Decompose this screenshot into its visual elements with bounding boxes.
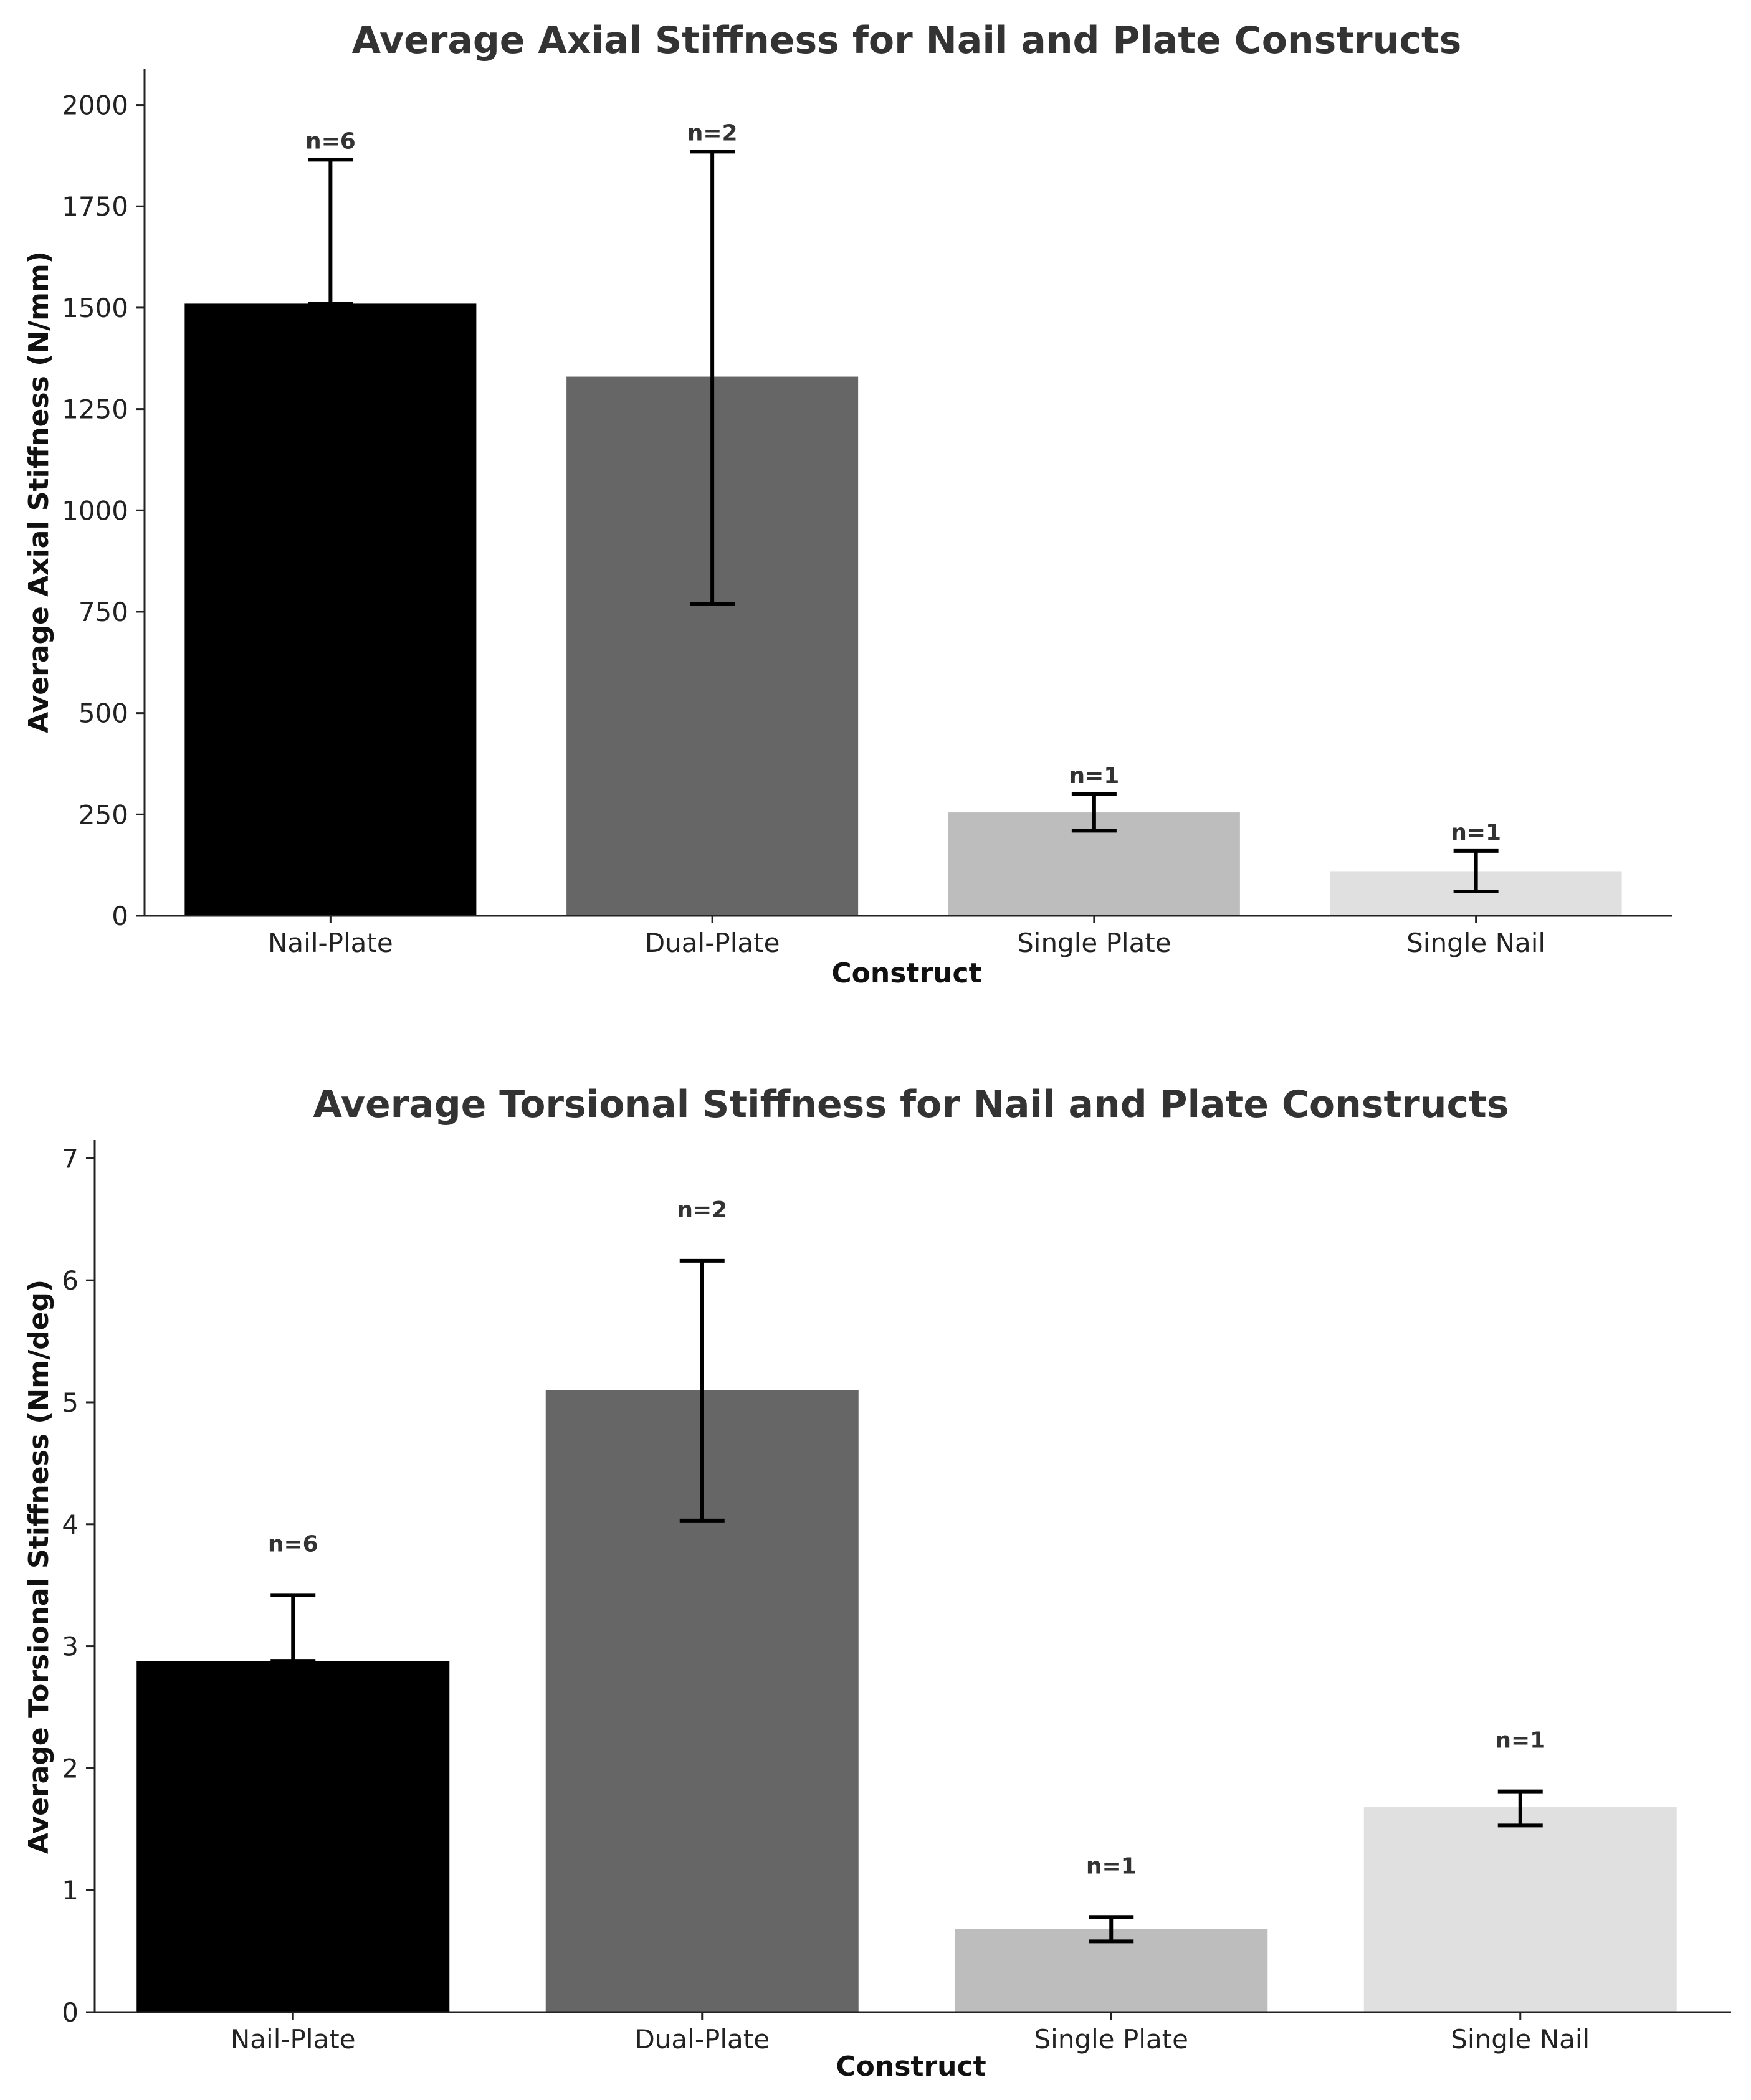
plot-area: n=6 Nail-Plate n=2 Dual-Plate n=1 Single Plat…: [62, 1140, 1731, 2055]
n-label: n=1: [1069, 763, 1119, 789]
n-label: n=1: [1086, 1853, 1137, 1879]
y-axis-label: Average Torsional Stiffness (Nm/deg): [23, 1280, 55, 1854]
n-label: n=1: [1495, 1728, 1545, 1754]
y-tick-label: 500: [79, 698, 128, 729]
y-tick-label: 2: [62, 1753, 79, 1784]
y-tick-label: 3: [62, 1632, 79, 1662]
n-label: n=2: [677, 1197, 727, 1223]
y-tick-label: 1: [62, 1875, 79, 1906]
n-label: n=2: [687, 120, 738, 146]
x-tick-label: Dual-Plate: [645, 928, 780, 958]
x-tick-label: Nail-Plate: [231, 2024, 356, 2055]
n-label: n=6: [268, 1531, 318, 1557]
plot-area: n=6 Nail-Plate n=2 Dual-Plate n=1 Single Plat…: [62, 69, 1672, 958]
y-tick-label: 750: [79, 597, 128, 627]
chart-title: Average Torsional Stiffness for Nail and…: [313, 1083, 1509, 1126]
y-tick-label: 7: [62, 1143, 79, 1174]
torsional-stiffness-chart: Average Torsional Stiffness for Nail and…: [23, 1083, 1731, 2083]
x-tick-label: Single Plate: [1034, 2024, 1188, 2055]
axial-stiffness-chart: Average Axial Stiffness for Nail and Pla…: [23, 19, 1672, 989]
y-tick-label: 1250: [62, 394, 128, 425]
x-axis-label: Construct: [831, 957, 981, 989]
y-tick-label: 4: [62, 1509, 79, 1540]
bar-single-nail: [1363, 1807, 1677, 2012]
x-tick-label: Single Nail: [1451, 2024, 1590, 2055]
x-tick-label: Single Nail: [1406, 928, 1545, 958]
y-tick-label: 0: [62, 1997, 79, 2028]
x-tick-label: Single Plate: [1017, 928, 1171, 958]
y-tick-label: 0: [112, 901, 128, 931]
n-label: n=1: [1451, 820, 1501, 845]
x-tick-label: Nail-Plate: [268, 928, 393, 958]
y-tick-label: 1500: [62, 293, 128, 323]
bar-nail-plate: [184, 303, 477, 916]
chart-title: Average Axial Stiffness for Nail and Pla…: [352, 19, 1462, 62]
y-tick-label: 6: [62, 1265, 79, 1296]
bar-nail-plate: [136, 1661, 450, 2012]
x-axis-label: Construct: [836, 2051, 986, 2083]
y-tick-label: 250: [79, 799, 128, 830]
y-tick-label: 2000: [62, 90, 128, 121]
y-tick-label: 1000: [62, 495, 128, 526]
y-tick-label: 5: [62, 1387, 79, 1418]
x-tick-label: Dual-Plate: [634, 2024, 770, 2055]
y-axis-label: Average Axial Stiffness (N/mm): [23, 251, 55, 733]
y-tick-label: 1750: [62, 191, 128, 222]
n-label: n=6: [305, 128, 356, 154]
